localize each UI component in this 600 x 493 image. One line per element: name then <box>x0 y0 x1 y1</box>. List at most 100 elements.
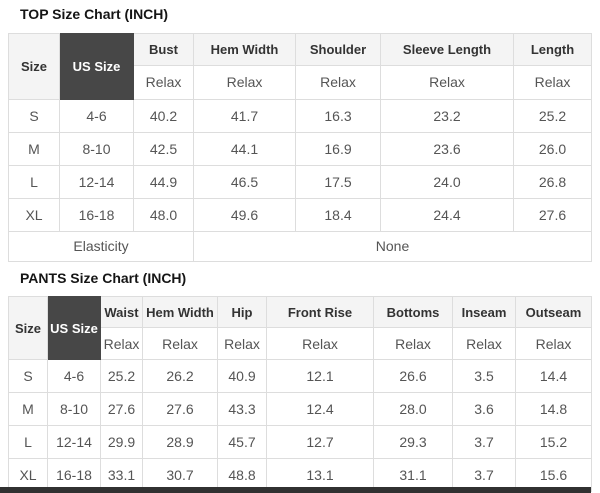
value-cell: 3.7 <box>452 458 516 492</box>
value-cell: 27.6 <box>142 392 218 426</box>
value-cell: 43.3 <box>217 392 267 426</box>
pants-row-l: L 12-14 29.9 28.9 45.7 12.7 29.3 3.7 15.… <box>8 425 592 459</box>
pants-measure-header-outseam: Outseam <box>515 296 592 328</box>
value-cell: 14.8 <box>515 392 592 426</box>
value-cell: 14.4 <box>515 359 592 393</box>
value-cell: 3.7 <box>452 425 516 459</box>
value-cell: 3.6 <box>452 392 516 426</box>
value-cell: 26.0 <box>513 131 592 166</box>
top-row-s: S 4-6 40.2 41.7 16.3 23.2 25.2 <box>8 98 592 133</box>
us-size-cell: 16-18 <box>59 197 134 232</box>
top-measure-header-shoulder: Shoulder <box>295 32 381 66</box>
us-size-cell: 4-6 <box>59 98 134 133</box>
value-cell: 28.9 <box>142 425 218 459</box>
pants-size-header: Size <box>8 296 48 360</box>
top-size-header: Size <box>8 32 60 100</box>
top-chart-title: TOP Size Chart (INCH) <box>20 6 169 22</box>
fit-cell: Relax <box>100 327 143 360</box>
us-size-cell: 8-10 <box>59 131 134 166</box>
pants-measure-header-hip: Hip <box>217 296 267 328</box>
size-cell: L <box>8 425 48 459</box>
value-cell: 26.2 <box>142 359 218 393</box>
top-measure-header-sleeve-length: Sleeve Length <box>380 32 514 66</box>
fit-cell: Relax <box>217 327 267 360</box>
top-row-m: M 8-10 42.5 44.1 16.9 23.6 26.0 <box>8 131 592 166</box>
value-cell: 24.4 <box>380 197 514 232</box>
fit-cell: Relax <box>513 64 592 100</box>
top-measure-header-hem-width: Hem Width <box>193 32 296 66</box>
pants-measure-header-waist: Waist <box>100 296 143 328</box>
top-elasticity-row: Elasticity None <box>8 230 592 262</box>
value-cell: 18.4 <box>295 197 381 232</box>
us-size-cell: 4-6 <box>47 359 101 393</box>
value-cell: 12.1 <box>266 359 374 393</box>
value-cell: 26.6 <box>373 359 453 393</box>
top-row-l: L 12-14 44.9 46.5 17.5 24.0 26.8 <box>8 164 592 199</box>
pants-chart-title: PANTS Size Chart (INCH) <box>20 269 187 286</box>
value-cell: 42.5 <box>133 131 194 166</box>
pants-measure-header-inseam: Inseam <box>452 296 516 328</box>
size-cell: XL <box>8 458 48 492</box>
value-cell: 3.5 <box>452 359 516 393</box>
pants-size-table: Size US Size Waist Hem Width Hip Front R… <box>8 296 592 492</box>
pants-row-s: S 4-6 25.2 26.2 40.9 12.1 26.6 3.5 14.4 <box>8 359 592 393</box>
pants-us-size-header: US Size <box>47 296 101 360</box>
value-cell: 16.9 <box>295 131 381 166</box>
top-fit-row: Relax Relax Relax Relax Relax <box>9 64 592 100</box>
value-cell: 45.7 <box>217 425 267 459</box>
size-cell: L <box>8 164 60 199</box>
value-cell: 49.6 <box>193 197 296 232</box>
value-cell: 13.1 <box>266 458 374 492</box>
value-cell: 15.6 <box>515 458 592 492</box>
top-measure-header-length: Length <box>513 32 592 66</box>
pants-header-row: Size US Size Waist Hem Width Hip Front R… <box>8 296 592 360</box>
elasticity-value: None <box>193 230 592 262</box>
fit-cell: Relax <box>373 327 453 360</box>
top-measure-header-bust: Bust <box>133 32 194 66</box>
fit-cell: Relax <box>266 327 374 360</box>
value-cell: 29.3 <box>373 425 453 459</box>
value-cell: 44.1 <box>193 131 296 166</box>
fit-cell: Relax <box>295 64 381 100</box>
fit-cell: Relax <box>452 327 516 360</box>
size-cell: XL <box>8 197 60 232</box>
value-cell: 41.7 <box>193 98 296 133</box>
value-cell: 25.2 <box>100 359 143 393</box>
pants-measure-header-front-rise: Front Rise <box>266 296 374 328</box>
value-cell: 24.0 <box>380 164 514 199</box>
value-cell: 46.5 <box>193 164 296 199</box>
value-cell: 48.0 <box>133 197 194 232</box>
size-cell: S <box>8 359 48 393</box>
value-cell: 31.1 <box>373 458 453 492</box>
value-cell: 23.6 <box>380 131 514 166</box>
top-header-row: Size US Size Bust Hem Width Shoulder Sle… <box>8 32 592 100</box>
value-cell: 16.3 <box>295 98 381 133</box>
fit-cell: Relax <box>193 64 296 100</box>
bottom-dark-bar <box>0 487 591 493</box>
fit-cell: Relax <box>142 327 218 360</box>
pants-row-m: M 8-10 27.6 27.6 43.3 12.4 28.0 3.6 14.8 <box>8 392 592 426</box>
value-cell: 40.2 <box>133 98 194 133</box>
value-cell: 29.9 <box>100 425 143 459</box>
pants-measure-header-hem-width: Hem Width <box>142 296 218 328</box>
value-cell: 25.2 <box>513 98 592 133</box>
value-cell: 12.7 <box>266 425 374 459</box>
pants-measure-header-bottoms: Bottoms <box>373 296 453 328</box>
us-size-cell: 16-18 <box>47 458 101 492</box>
fit-cell: Relax <box>133 64 194 100</box>
elasticity-label: Elasticity <box>8 230 194 262</box>
value-cell: 33.1 <box>100 458 143 492</box>
value-cell: 17.5 <box>295 164 381 199</box>
us-size-cell: 12-14 <box>47 425 101 459</box>
value-cell: 28.0 <box>373 392 453 426</box>
value-cell: 15.2 <box>515 425 592 459</box>
size-cell: M <box>8 392 48 426</box>
us-size-cell: 12-14 <box>59 164 134 199</box>
top-row-xl: XL 16-18 48.0 49.6 18.4 24.4 27.6 <box>8 197 592 232</box>
value-cell: 12.4 <box>266 392 374 426</box>
value-cell: 26.8 <box>513 164 592 199</box>
value-cell: 44.9 <box>133 164 194 199</box>
value-cell: 27.6 <box>100 392 143 426</box>
top-us-size-header: US Size <box>59 32 134 100</box>
